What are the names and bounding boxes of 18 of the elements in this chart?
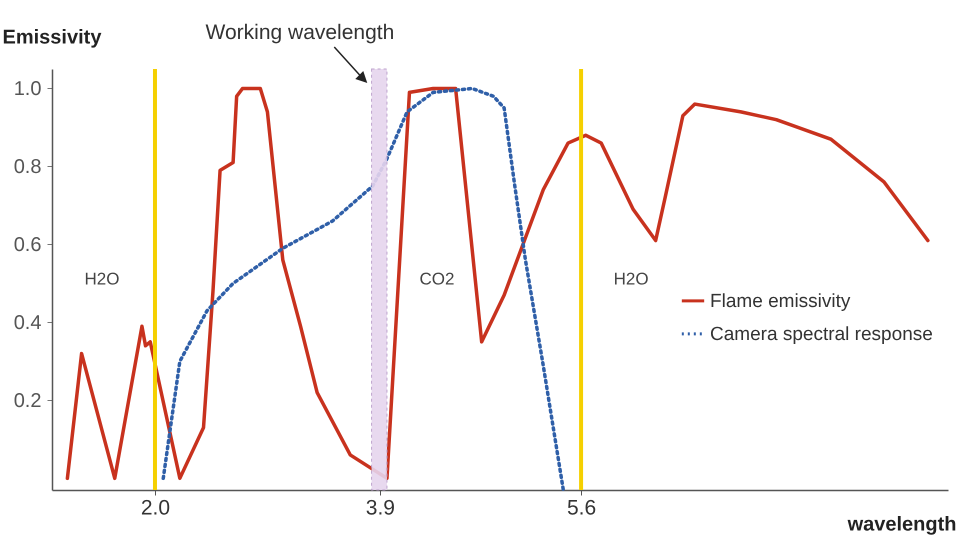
annotation: CO2 <box>419 270 454 288</box>
y-tick-label: 0.4 <box>14 312 42 334</box>
x-tick-label: 3.9 <box>366 496 395 520</box>
annotation: H2O <box>614 270 649 288</box>
line-series <box>162 86 566 492</box>
y-axis-title: Emissivity <box>2 26 102 48</box>
line-series <box>66 86 930 480</box>
y-tick-label: 1.0 <box>14 78 42 100</box>
x-tick-label: 2.0 <box>140 496 170 520</box>
legend-label: Flame emissivity <box>710 290 851 312</box>
y-tick-label: 0.6 <box>14 234 42 256</box>
y-tick-label: 0.2 <box>14 390 42 412</box>
y-tick-label: 0.8 <box>14 156 42 178</box>
annotation: H2O <box>84 270 120 288</box>
x-tick-label: 5.6 <box>566 496 596 520</box>
x-axis-title: wavelength <box>846 514 956 536</box>
legend-label: Camera spectral response <box>710 324 933 345</box>
band-label: Working wavelength <box>206 21 394 44</box>
